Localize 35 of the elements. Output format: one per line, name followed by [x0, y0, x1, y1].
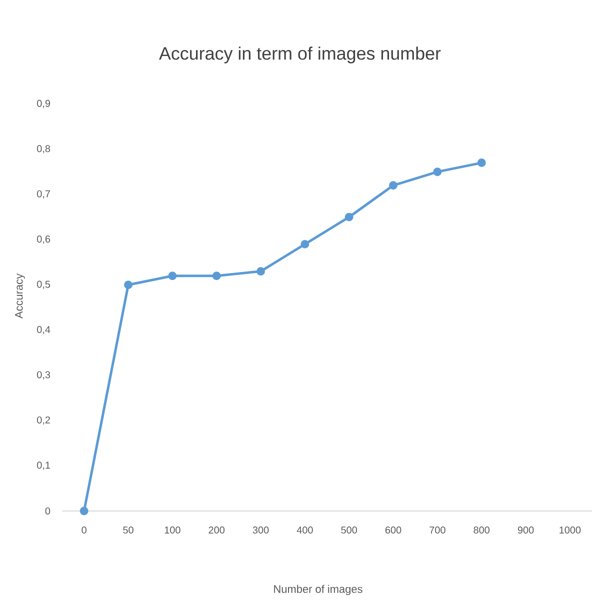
x-tick-label: 200 — [208, 526, 225, 534]
y-axis-title: Accuracy — [15, 273, 25, 319]
x-tick-label: 900 — [518, 526, 534, 534]
y-tick-label: 0,4 — [37, 326, 50, 334]
point — [344, 212, 354, 222]
x-tick-label: 50 — [123, 526, 134, 534]
point — [80, 506, 88, 516]
chart-title: Accuracy in term of images number — [159, 46, 441, 64]
y-tick-label: 0,7 — [37, 190, 50, 199]
point — [124, 280, 132, 290]
point — [168, 272, 177, 280]
point — [212, 272, 221, 280]
y-tick-label: 0,8 — [37, 145, 50, 154]
x-tick-label: 1000 — [560, 526, 581, 534]
y-tick-label: 0,6 — [37, 236, 50, 244]
point — [433, 168, 442, 176]
x-tick-label: 100 — [164, 526, 180, 534]
point — [256, 267, 265, 276]
y-tick-label: 0,5 — [37, 280, 50, 290]
y-tick-label: 0,1 — [37, 462, 50, 470]
y-tick-label: 0,9 — [37, 100, 50, 108]
x-tick-label: 500 — [341, 526, 358, 534]
point — [477, 158, 486, 168]
y-tick-label: 0 — [45, 507, 50, 515]
point — [389, 181, 398, 190]
x-tick-label: 400 — [296, 526, 313, 534]
x-tick-label: 0 — [82, 526, 86, 534]
x-tick-label: 800 — [474, 526, 490, 534]
x-tick-label: 300 — [252, 526, 269, 534]
x-tick-label: 600 — [385, 526, 402, 534]
point — [300, 240, 310, 248]
x-axis-title: Number of images — [274, 584, 362, 596]
y-tick-label: 0,2 — [37, 416, 50, 425]
y-tick-label: 0,3 — [37, 371, 50, 380]
x-tick-label: 700 — [430, 526, 446, 534]
